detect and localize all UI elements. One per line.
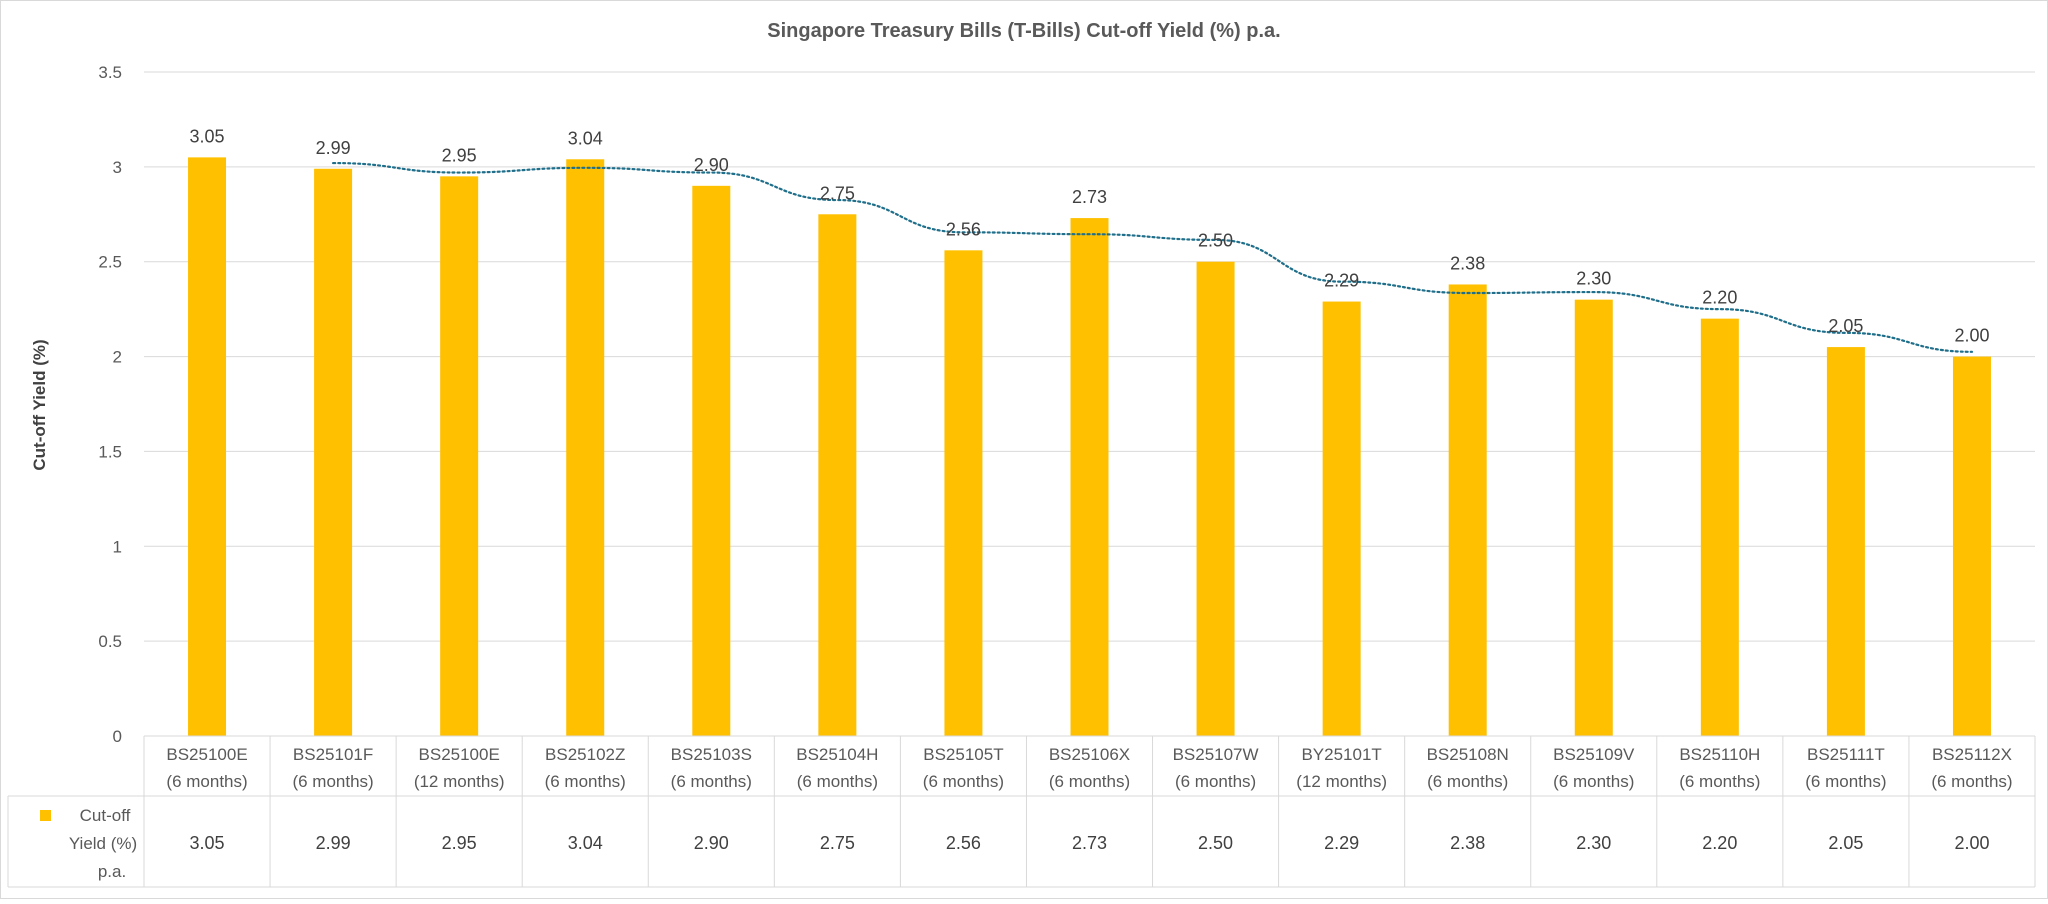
x-tick-label-tenor: (6 months)	[1427, 772, 1508, 791]
y-tick-label: 1	[113, 537, 122, 556]
x-tick-label-tenor: (12 months)	[1296, 772, 1387, 791]
table-value: 3.04	[568, 833, 603, 853]
bars	[188, 157, 1991, 737]
y-tick-label: 0.5	[98, 632, 122, 651]
x-tick-label-tenor: (6 months)	[1049, 772, 1130, 791]
bar	[1952, 356, 1991, 736]
data-label: 2.30	[1576, 269, 1611, 289]
x-tick-label-tenor: (6 months)	[671, 772, 752, 791]
table-value: 2.75	[820, 833, 855, 853]
x-tick-label-tenor: (6 months)	[292, 772, 373, 791]
data-label: 2.73	[1072, 187, 1107, 207]
x-tick-label-tenor: (6 months)	[1805, 772, 1886, 791]
data-label: 2.90	[694, 155, 729, 175]
table-value: 2.05	[1828, 833, 1863, 853]
y-tick-label: 3	[113, 158, 122, 177]
trendline	[332, 161, 1974, 353]
data-label: 2.95	[442, 145, 477, 165]
x-tick-label-code: BS25107W	[1173, 745, 1259, 764]
legend-key	[40, 810, 51, 821]
bar	[1826, 347, 1865, 736]
x-tick-label-code: BS25106X	[1049, 745, 1130, 764]
bar	[1196, 261, 1235, 736]
legend-label: Cut-off	[80, 806, 131, 825]
table-value: 2.90	[694, 833, 729, 853]
data-label: 2.38	[1450, 253, 1485, 273]
data-label: 2.00	[1954, 326, 1989, 346]
table-value: 3.05	[190, 833, 225, 853]
x-tick-label-tenor: (6 months)	[1175, 772, 1256, 791]
x-tick-label-tenor: (12 months)	[414, 772, 505, 791]
data-labels: 3.05 2.99 2.95 3.04 2.90 2.75 2.56 2.73 2.50 2.29…	[190, 126, 1990, 345]
y-tick-label: 3.5	[98, 63, 122, 82]
legend-label: p.a.	[98, 862, 126, 881]
x-tick-label-tenor: (6 months)	[1679, 772, 1760, 791]
table-value: 2.00	[1954, 833, 1989, 853]
y-tick-label: 2	[113, 348, 122, 367]
x-tick-label-tenor: (6 months)	[1553, 772, 1634, 791]
y-tick-label: 2.5	[98, 253, 122, 272]
table-value: 2.20	[1702, 833, 1737, 853]
table-value: 2.29	[1324, 833, 1359, 853]
x-tick-label-tenor: (6 months)	[923, 772, 1004, 791]
bar	[1070, 218, 1109, 736]
bar	[818, 214, 857, 737]
data-label: 2.29	[1324, 271, 1359, 291]
bar	[1322, 301, 1361, 736]
x-tick-label-code: BS25102Z	[545, 745, 625, 764]
x-tick-label-code: BY25101T	[1301, 745, 1381, 764]
x-tick-label-code: BS25108N	[1427, 745, 1509, 764]
x-tick-label-code: BS25112X	[1932, 745, 2012, 764]
x-tick-label-code: BS25111T	[1807, 745, 1885, 764]
x-tick-label-tenor: (6 months)	[797, 772, 878, 791]
chart-title: Singapore Treasury Bills (T-Bills) Cut-o…	[767, 20, 1280, 42]
data-label: 3.04	[568, 128, 603, 148]
data-label: 2.20	[1702, 288, 1737, 308]
bar	[1574, 299, 1613, 736]
table-value: 2.38	[1450, 833, 1485, 853]
x-tick-label-code: BS25100E	[166, 745, 247, 764]
bar	[1448, 284, 1487, 736]
data-label: 2.99	[316, 138, 351, 158]
y-tick-label: 0	[113, 727, 122, 746]
legend-label: Yield (%)	[69, 834, 137, 853]
trendline-group	[332, 161, 1974, 353]
table-value: 2.30	[1576, 833, 1611, 853]
x-tick-label-code: BS25104H	[796, 745, 878, 764]
x-tick-label-code: BS25109V	[1553, 745, 1635, 764]
y-tick-label: 1.5	[98, 442, 122, 461]
x-tick-label-code: BS25105T	[923, 745, 1003, 764]
x-tick-label-code: BS25110H	[1679, 745, 1760, 764]
x-tick-label-code: BS25101F	[293, 745, 373, 764]
data-label: 2.05	[1828, 316, 1863, 336]
x-tick-label-tenor: (6 months)	[545, 772, 626, 791]
bar	[314, 168, 353, 737]
y-axis-title: Cut-off Yield (%)	[30, 339, 49, 470]
data-table: BS25100E (6 months) BS25101F (6 months) BS25…	[7, 735, 2036, 888]
data-label: 2.50	[1198, 231, 1233, 251]
y-axis-ticks: 0 0.5 1 1.5 2 2.5 3 3.5	[98, 63, 122, 746]
bar	[566, 159, 605, 737]
table-value: 2.99	[316, 833, 351, 853]
table-value: 2.56	[946, 833, 981, 853]
bar	[188, 157, 227, 736]
x-tick-label-code: BS25100E	[419, 745, 500, 764]
bar	[440, 176, 479, 737]
x-tick-label-tenor: (6 months)	[166, 772, 247, 791]
data-label: 3.05	[190, 126, 225, 146]
bar	[692, 185, 731, 737]
data-label: 2.75	[820, 183, 855, 203]
bar	[1700, 318, 1739, 736]
x-tick-label-code: BS25103S	[671, 745, 752, 764]
x-tick-label-tenor: (6 months)	[1931, 772, 2012, 791]
table-value: 2.73	[1072, 833, 1107, 853]
data-label: 2.56	[946, 219, 981, 239]
table-value: 2.50	[1198, 833, 1233, 853]
table-value: 2.95	[442, 833, 477, 853]
bar	[944, 250, 983, 736]
